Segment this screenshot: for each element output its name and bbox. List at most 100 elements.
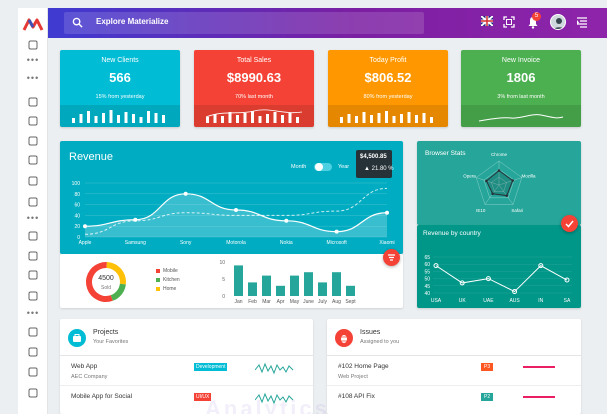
country-point[interactable] (485, 276, 491, 282)
stat-card-3: New Invoice 1806 3% from last month (461, 50, 581, 127)
radar-point[interactable] (505, 194, 509, 197)
revenue-point[interactable] (183, 191, 188, 196)
issue-name: #102 Home Page (338, 363, 389, 370)
menu-icon[interactable] (576, 17, 588, 28)
search-bar[interactable]: Explore Materialize (64, 12, 424, 34)
period-toggle[interactable] (314, 163, 332, 171)
bar[interactable] (290, 275, 299, 296)
stat-sparkline (461, 105, 581, 127)
sidebar-separator: ••• (26, 73, 40, 83)
sidebar-separator: ••• (26, 55, 40, 65)
issue-priority-tag: P2 (481, 393, 494, 401)
clipboard-icon[interactable] (26, 229, 40, 243)
cart-icon[interactable] (26, 195, 40, 209)
monthly-bar-chart: 10 5 0 Jan Feb Mar Apr May June July Aug Sept (219, 260, 356, 305)
calendar-icon[interactable] (26, 174, 40, 188)
stat-subtitle: 80% from yesterday (363, 94, 413, 100)
bar[interactable] (304, 272, 313, 296)
stat-card-0: New Clients 566 15% from yesterday (60, 50, 180, 127)
bar-xtick: Sept (345, 299, 356, 305)
download-icon[interactable] (26, 365, 40, 379)
country-xtick: IN (538, 298, 543, 304)
revenue-point[interactable] (133, 217, 138, 222)
issues-title: Issues (360, 329, 381, 336)
bar-xtick: Mar (262, 299, 271, 305)
flag-uk-icon[interactable] (481, 16, 493, 26)
sold-value: 4500 (98, 275, 114, 282)
filter-icon (388, 254, 395, 261)
lock-icon[interactable] (26, 386, 40, 400)
country-point[interactable] (538, 263, 544, 269)
radar-axis-label: Mozilla (521, 173, 536, 178)
mail-icon[interactable] (26, 95, 40, 109)
check-fab-button[interactable] (561, 215, 578, 232)
contrast-icon[interactable] (26, 345, 40, 359)
revenue-ytick: 0 (77, 235, 80, 241)
revenue-by-country-card: Revenue by country 65 60 55 50 45 40 USA UK UAE A… (417, 225, 581, 308)
image-icon[interactable] (26, 249, 40, 263)
revenue-point[interactable] (83, 224, 87, 229)
bar[interactable] (276, 285, 285, 296)
legend-label: Kitchen (163, 276, 180, 283)
country-point[interactable] (433, 263, 439, 269)
issue-priority-tag: P3 (481, 363, 494, 371)
bar[interactable] (332, 272, 341, 296)
bar-xtick: Apr (277, 299, 285, 305)
pages-icon[interactable] (26, 153, 40, 167)
revenue-point[interactable] (385, 210, 389, 215)
project-tag: Development (194, 363, 228, 371)
country-point[interactable] (512, 289, 518, 295)
stat-title: Total Sales (236, 57, 272, 64)
revenue-card: Revenue Month Year $4,500.85 ▲ 21.80 % 1… (60, 141, 403, 254)
palette-icon[interactable] (26, 268, 40, 282)
country-ytick: 40 (424, 291, 430, 297)
country-point[interactable] (564, 277, 570, 283)
country-point[interactable] (459, 280, 465, 286)
cast-icon[interactable] (26, 325, 40, 339)
bar[interactable] (262, 275, 271, 296)
stat-card-2: Today Profit $806.52 80% from yesterday (328, 50, 448, 127)
filter-fab-button[interactable] (383, 249, 400, 266)
revenue-xtick: Xiaomi (379, 240, 394, 246)
dashboard-icon[interactable] (26, 38, 40, 52)
bar[interactable] (234, 265, 243, 296)
revenue-tooltip: $4,500.85 ▲ 21.80 % (356, 150, 394, 178)
avatar[interactable] (550, 14, 566, 30)
stat-title: Today Profit (369, 57, 407, 64)
revenue-point[interactable] (334, 229, 339, 234)
check-icon (565, 220, 574, 228)
project-row[interactable]: Mobile App for Social UI/UX (60, 391, 313, 414)
play-icon[interactable] (26, 289, 40, 303)
sold-donut-chart (86, 262, 126, 302)
revenue-xtick: Motorola (226, 240, 246, 246)
radar-point[interactable] (491, 192, 494, 196)
radar-grid (483, 168, 515, 199)
projects-card: Projects Your Favorites Web App AEC Compa… (60, 319, 313, 414)
sales-summary-card: 4500 Sold Mobile Kitchen Home 10 5 0 Jan Feb Ma… (60, 254, 403, 308)
revenue-point[interactable] (284, 218, 289, 223)
radar-point[interactable] (485, 179, 488, 183)
stat-value: 566 (109, 70, 131, 85)
bar[interactable] (318, 282, 327, 296)
browser-stats-card: Browser Stats Chrome Mozilla Safari IE10 Ope… (417, 141, 581, 225)
radar-point[interactable] (497, 169, 501, 172)
radar-point[interactable] (511, 179, 514, 182)
bar[interactable] (346, 285, 355, 296)
chat-icon[interactable] (26, 114, 40, 128)
project-name: Mobile App for Social (71, 393, 133, 400)
fullscreen-icon[interactable] (503, 16, 515, 28)
country-ytick: 45 (424, 284, 430, 290)
issues-subtitle: Assigned to you (360, 339, 400, 345)
country-ytick: 50 (424, 277, 430, 283)
logo-icon[interactable] (22, 14, 44, 36)
issue-row[interactable]: #108 API Fix P2 (327, 391, 581, 414)
bar[interactable] (248, 282, 257, 296)
project-row[interactable]: Web App AEC Company Development (60, 361, 313, 389)
revenue-point[interactable] (234, 208, 238, 212)
check-icon[interactable] (26, 134, 40, 148)
tooltip-pct: ▲ 21.80 % (364, 166, 394, 172)
issue-row[interactable]: #102 Home Page Web Project P3 (327, 361, 581, 389)
stat-value: $806.52 (364, 70, 412, 85)
search-input[interactable]: Explore Materialize (96, 17, 169, 26)
legend-label: Mobile (163, 267, 178, 274)
